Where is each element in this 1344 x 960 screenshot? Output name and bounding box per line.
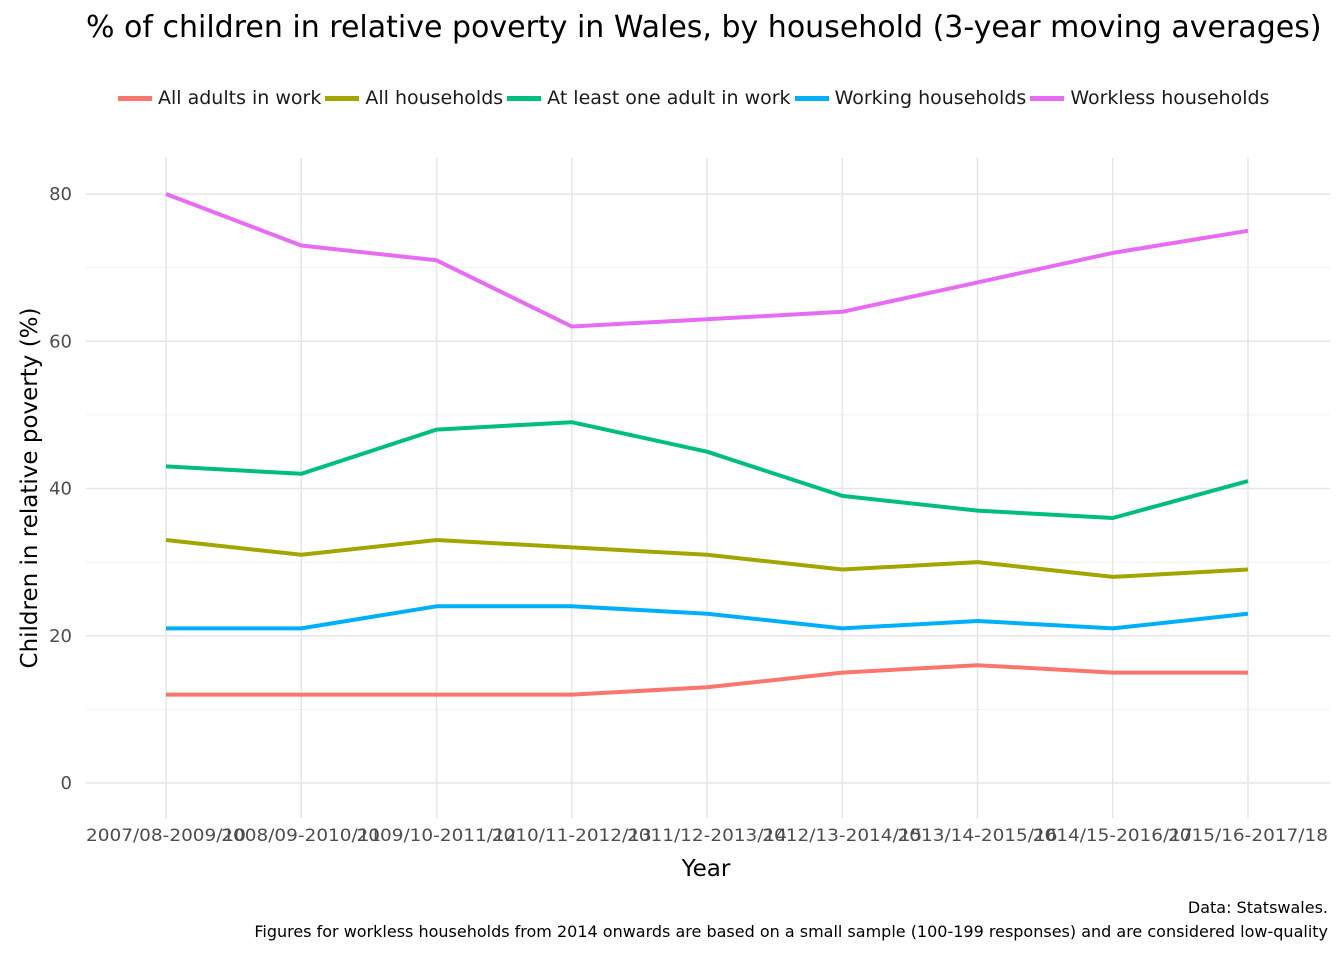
legend-label: Working households	[834, 87, 1027, 109]
legend-key	[1030, 95, 1065, 101]
series-line-all-adults-in-work	[166, 663, 1248, 697]
legend-label: At least one adult in work	[547, 87, 791, 109]
legend-item-all-adults-in-work: All adults in work	[118, 87, 321, 109]
y-tick-label: 20	[49, 626, 72, 647]
legend-label: Workless households	[1070, 87, 1270, 109]
caption-source: Data: Statswales.	[1187, 898, 1328, 917]
legend-label: All households	[365, 87, 504, 109]
x-tick-label: 2013/14-2015/16	[898, 826, 1058, 846]
series-line-all-households	[165, 538, 1249, 579]
x-tick-label: 2015/16-2017/18	[1168, 826, 1328, 846]
legend-label: All adults in work	[158, 87, 322, 109]
y-tick-label: 80	[49, 184, 72, 205]
y-tick-label: 60	[49, 331, 72, 352]
legend-key	[794, 95, 829, 101]
x-tick-label: 2014/15-2016/17	[1033, 826, 1193, 846]
legend-key	[507, 95, 542, 101]
legend-key	[325, 95, 360, 101]
x-tick-label: 2009/10-2011/12	[357, 826, 517, 846]
legend: All adults in work All households At lea…	[118, 87, 1273, 109]
series-line-workless-households	[165, 192, 1249, 329]
caption-note: Figures for workless households from 201…	[254, 922, 1328, 941]
x-tick-label: 2007/08-2009/10	[86, 826, 246, 846]
legend-item-all-households: All households	[325, 87, 503, 109]
y-tick-label: 40	[49, 479, 72, 500]
x-tick-label: 2008/09-2010/11	[221, 826, 381, 846]
series-line-working-households	[166, 604, 1249, 631]
legend-key	[118, 95, 152, 101]
x-axis-title: Year	[681, 856, 731, 882]
chart-title: % of children in relative poverty in Wal…	[86, 10, 1322, 45]
x-tick-label: 2010/11-2012/13	[492, 826, 652, 846]
legend-item-working-households: Working households	[794, 87, 1027, 109]
x-tick-label: 2012/13-2014/15	[762, 826, 922, 846]
legend-item-at-least-one-adult-in-work: At least one adult in work	[507, 87, 791, 109]
y-axis-title: Children in relative poverty (%)	[17, 308, 43, 669]
series-line-at-least-one-adult-in-work	[165, 420, 1249, 520]
y-tick-label: 0	[61, 773, 72, 794]
x-tick-label: 2011/12-2013/14	[627, 826, 787, 846]
legend-item-workless-households: Workless households	[1030, 87, 1269, 109]
